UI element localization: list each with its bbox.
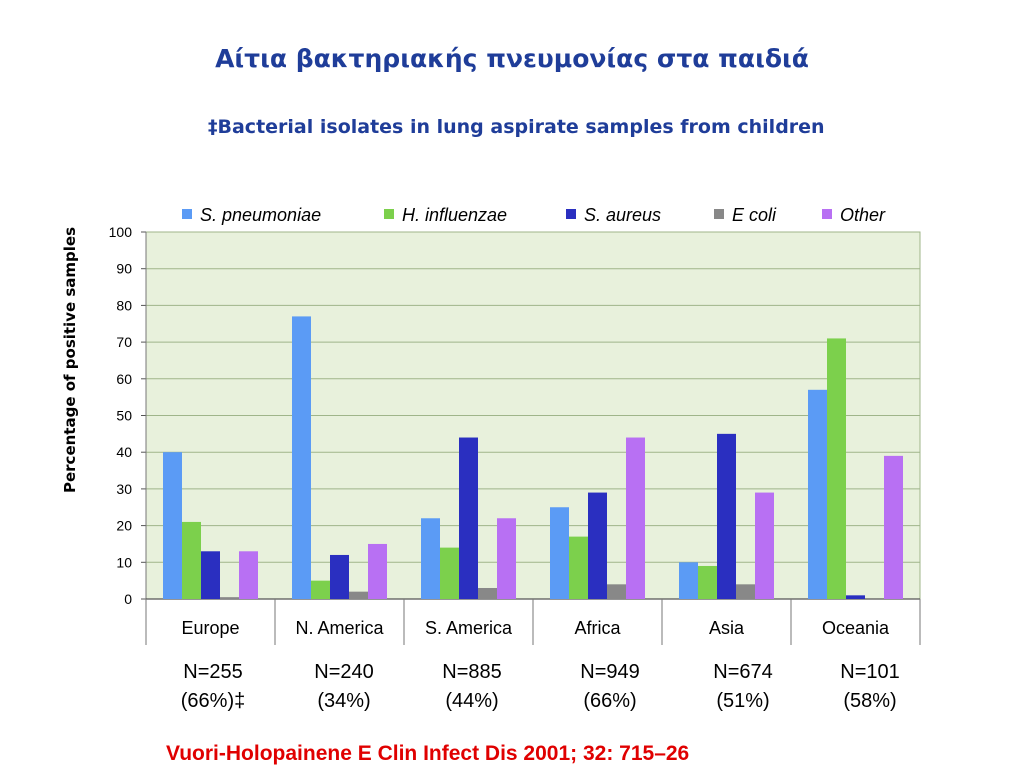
y-tick-label: 90 — [116, 261, 132, 277]
sample-count: N=674 — [713, 661, 773, 683]
y-tick-label: 80 — [116, 297, 132, 313]
y-tick-label: 60 — [116, 371, 132, 387]
y-axis-label: Percentage of positive samples — [61, 227, 79, 493]
x-tick-label: Oceania — [822, 618, 890, 638]
sample-count: N=101 — [840, 661, 900, 683]
bar-e-coli — [478, 587, 497, 599]
bar-s-aureus — [846, 595, 865, 599]
bar-other — [239, 551, 258, 599]
sample-percent: (66%)‡ — [180, 690, 246, 712]
bar-other — [884, 455, 903, 599]
bar-other — [755, 492, 774, 599]
bar-s-pneumoniae — [292, 316, 311, 599]
bar-s-aureus — [201, 551, 220, 599]
bar-h-influenzae — [311, 580, 330, 599]
bar-other — [497, 518, 516, 599]
y-tick-label: 20 — [116, 518, 132, 534]
y-tick-label: 50 — [116, 408, 132, 424]
bar-h-influenzae — [698, 565, 717, 599]
x-tick-label: N. America — [295, 618, 384, 638]
legend-swatch — [714, 209, 724, 219]
x-tick-label: Asia — [709, 618, 745, 638]
bar-h-influenzae — [569, 536, 588, 599]
legend-label: S. pneumoniae — [200, 205, 321, 225]
bar-s-pneumoniae — [421, 518, 440, 599]
citation: Vuori-Holopainene E Clin Infect Dis 2001… — [166, 742, 690, 765]
bar-h-influenzae — [440, 547, 459, 599]
bar-s-aureus — [459, 437, 478, 599]
y-tick-label: 30 — [116, 481, 132, 497]
sample-size-label: N=885 (44%) — [417, 658, 527, 716]
y-tick-label: 100 — [109, 224, 133, 240]
bar-e-coli — [736, 584, 755, 599]
bar-other — [368, 543, 387, 599]
x-tick-label: S. America — [425, 618, 513, 638]
sample-count: N=240 — [314, 661, 374, 683]
legend-swatch — [182, 209, 192, 219]
bar-s-pneumoniae — [679, 562, 698, 599]
sample-percent: (44%) — [445, 690, 499, 712]
sample-count: N=255 — [183, 661, 243, 683]
sample-size-label: N=255 (66%)‡ — [158, 658, 268, 716]
bar-s-aureus — [588, 492, 607, 599]
sample-size-label: N=240 (34%) — [289, 658, 399, 716]
legend-label: E coli — [732, 205, 777, 225]
bar-h-influenzae — [827, 338, 846, 599]
chart-legend: S. pneumoniae H. influenzae S. aureus E col… — [182, 205, 886, 225]
legend-swatch — [566, 209, 576, 219]
x-tick-label: Africa — [574, 618, 621, 638]
bar-s-pneumoniae — [163, 452, 182, 599]
bar-h-influenzae — [182, 521, 201, 599]
bar-s-pneumoniae — [550, 507, 569, 599]
bar-e-coli — [220, 597, 239, 599]
bar-s-pneumoniae — [808, 389, 827, 599]
bar-other — [626, 437, 645, 599]
sample-count: N=949 — [580, 661, 640, 683]
sample-count: N=885 — [442, 661, 502, 683]
sample-size-label: N=101 (58%) — [815, 658, 925, 716]
legend-swatch — [822, 209, 832, 219]
sample-percent: (66%) — [583, 690, 637, 712]
sample-size-label: N=674 (51%) — [688, 658, 798, 716]
slide-title: Αίτια βακτηριακής πνευμονίας στα παιδιά — [215, 44, 809, 73]
sample-percent: (34%) — [317, 690, 371, 712]
bar-e-coli — [349, 591, 368, 599]
bar-s-aureus — [330, 554, 349, 599]
sample-percent: (58%) — [843, 690, 897, 712]
plot-area: 0 10 20 30 40 50 60 70 80 90 100 Europe N. America S.… — [109, 224, 921, 645]
sample-percent: (51%) — [716, 690, 770, 712]
bar-s-aureus — [717, 433, 736, 599]
y-tick-label: 70 — [116, 334, 132, 350]
x-tick-label: Europe — [181, 618, 239, 638]
legend-label: S. aureus — [584, 205, 661, 225]
sample-size-label: N=949 (66%) — [555, 658, 665, 716]
legend-swatch — [384, 209, 394, 219]
bar-e-coli — [607, 584, 626, 599]
slide-subtitle: ‡Bacterial isolates in lung aspirate sam… — [208, 116, 825, 138]
legend-label: H. influenzae — [402, 205, 507, 225]
y-tick-label: 40 — [116, 444, 132, 460]
y-tick-label: 0 — [124, 591, 132, 607]
y-tick-label: 10 — [116, 554, 132, 570]
legend-label: Other — [840, 205, 886, 225]
